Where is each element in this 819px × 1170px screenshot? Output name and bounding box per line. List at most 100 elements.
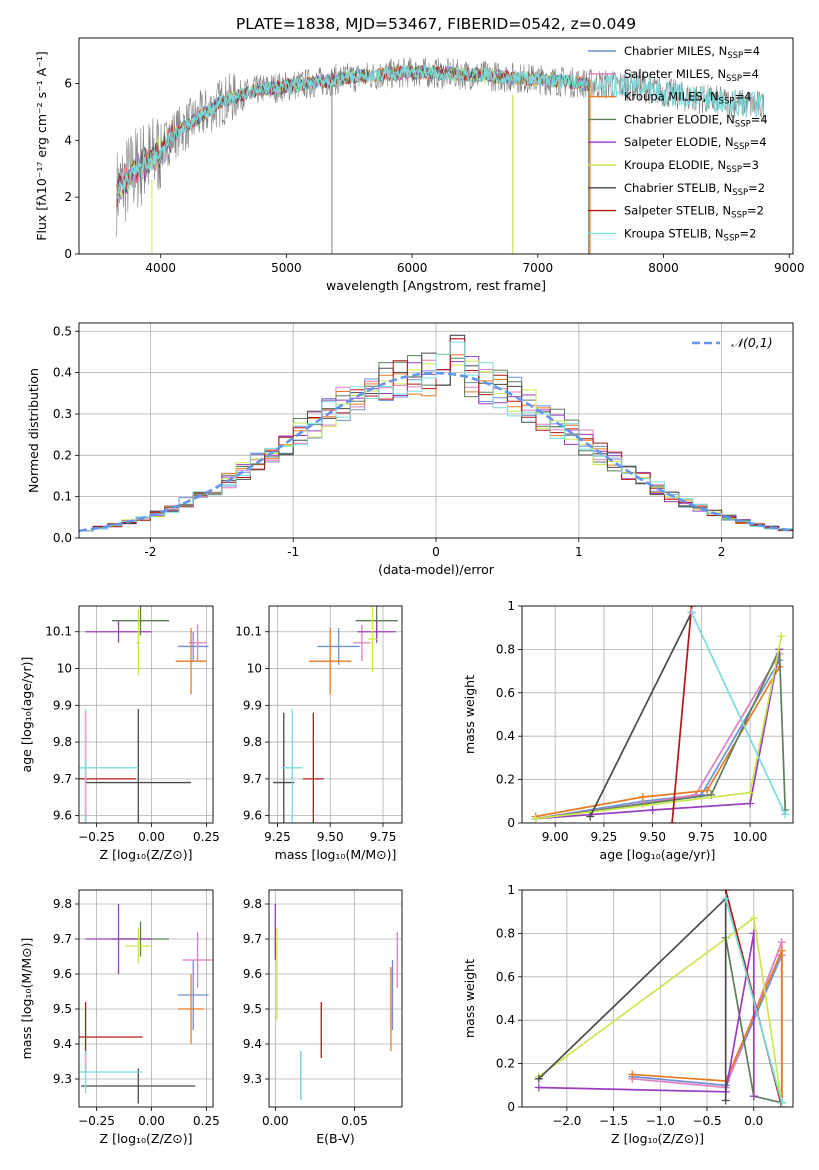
x-axis-label: E(B-V) bbox=[316, 1131, 355, 1146]
weight-line-kroupa_stelib bbox=[690, 612, 786, 815]
legend-label-salpeter_elodie: Salpeter ELODIE, NSSP=4 bbox=[624, 135, 767, 152]
y-tick-label: 0.6 bbox=[496, 970, 515, 984]
y-tick-label: 9.4 bbox=[243, 1037, 262, 1051]
weight-marker-kroupa_miles bbox=[628, 1070, 637, 1079]
x-tick-label: -2 bbox=[144, 545, 156, 559]
y-tick-label: 1 bbox=[507, 883, 515, 897]
y-tick-label: 2 bbox=[64, 190, 72, 204]
y-tick-label: 9.8 bbox=[53, 735, 72, 749]
x-tick-label: −0.25 bbox=[78, 1114, 115, 1128]
y-tick-label: 0 bbox=[507, 816, 515, 830]
y-tick-label: 9.5 bbox=[53, 1002, 72, 1016]
legend-label-val: =4 bbox=[750, 135, 767, 149]
x-axis-label: wavelength [Angstrom, rest frame] bbox=[326, 278, 546, 293]
weight-marker-kroupa_stelib bbox=[721, 894, 730, 903]
legend-label-val: =4 bbox=[734, 90, 751, 104]
weight-line-salpeter_stelib bbox=[671, 606, 693, 823]
weight-marker-salpeter_elodie bbox=[749, 1092, 758, 1101]
weight-line-chabrier_stelib bbox=[589, 612, 693, 817]
legend-label-sub: SSP bbox=[724, 233, 740, 243]
residuals-plot-area bbox=[79, 323, 793, 538]
x-tick-label: 9.00 bbox=[542, 830, 569, 844]
legend-label-sub: SSP bbox=[726, 74, 742, 84]
y-tick-label: 10.1 bbox=[235, 625, 262, 639]
x-tick-label: −0.25 bbox=[78, 830, 115, 844]
plots-layer: 4000 5000 6000 7000 8000 9000 0 2 4 6 wavelength [… bbox=[19, 37, 805, 1146]
y-tick-label: 4 bbox=[64, 133, 72, 147]
legend-label-base: Chabrier STELIB, N bbox=[624, 181, 732, 195]
weight-marker-kroupa_elodie bbox=[531, 814, 540, 823]
x-tick-label: 0.25 bbox=[193, 830, 220, 844]
weight-line-salpeter_elodie bbox=[535, 649, 781, 820]
y-axis-label: mass weight bbox=[462, 959, 477, 1038]
y-tick-label: 9.8 bbox=[53, 897, 72, 911]
legend-label-kroupa_elodie: Kroupa ELODIE, NSSP=3 bbox=[624, 158, 759, 175]
legend-label-base: Kroupa STELIB, N bbox=[624, 226, 724, 240]
legend-label-sub: SSP bbox=[719, 97, 735, 107]
axes-frame bbox=[268, 889, 403, 1108]
weight_vs_age-plot-area bbox=[522, 606, 793, 823]
y-tick-label: 10 bbox=[57, 662, 72, 676]
x-tick-label: −0.5 bbox=[692, 1114, 721, 1128]
weight-line-chabrier_elodie bbox=[535, 649, 787, 820]
y-tick-label: 9.8 bbox=[243, 897, 262, 911]
age_vs_Z-plot-area bbox=[79, 606, 213, 823]
y-axis-label: Normed distribution bbox=[26, 368, 41, 493]
axes-frame bbox=[78, 37, 794, 255]
legend-label-val: =4 bbox=[742, 67, 759, 81]
y-tick-label: 0.8 bbox=[496, 642, 515, 656]
x-tick-label: 1 bbox=[575, 545, 583, 559]
x-tick-label: 9.75 bbox=[688, 830, 715, 844]
age_vs_mass-plot-area bbox=[269, 606, 402, 823]
y-axis-label: mass weight bbox=[462, 675, 477, 754]
y-tick-label: 0.3 bbox=[53, 407, 72, 421]
y-tick-label: 9.9 bbox=[243, 698, 262, 712]
x-tick-label: 9000 bbox=[774, 261, 805, 275]
y-tick-label: 9.8 bbox=[243, 735, 262, 749]
x-tick-label: 6000 bbox=[397, 261, 428, 275]
weight-marker-kroupa_miles bbox=[703, 786, 712, 795]
legend-label-salpeter_stelib: Salpeter STELIB, NSSP=2 bbox=[624, 204, 764, 221]
x-tick-label: 0.00 bbox=[138, 830, 165, 844]
x-tick-label: 0 bbox=[432, 545, 440, 559]
legend-label-kroupa_miles: Kroupa MILES, NSSP=4 bbox=[624, 90, 751, 107]
x-axis-label: Z [log₁₀(Z/Z⊙)] bbox=[611, 1131, 704, 1146]
x-axis-label: age [log₁₀(age/yr)] bbox=[600, 847, 716, 862]
weight-marker-kroupa_stelib bbox=[781, 810, 790, 819]
legend-label-sub: SSP bbox=[726, 165, 742, 175]
x-tick-label: −2.0 bbox=[552, 1114, 581, 1128]
x-tick-label: 9.50 bbox=[639, 830, 666, 844]
y-tick-label: 6 bbox=[64, 76, 72, 90]
x-tick-label: 2 bbox=[718, 545, 726, 559]
legend-label-base: Salpeter STELIB, N bbox=[624, 204, 731, 218]
legend-label-val: =2 bbox=[748, 181, 765, 195]
x-tick-label: 5000 bbox=[271, 261, 302, 275]
weight-marker-kroupa_elodie bbox=[749, 914, 758, 923]
weight-marker-salpeter_elodie bbox=[648, 805, 657, 814]
weight-marker-salpeter_elodie bbox=[534, 1083, 543, 1092]
legend-label-normal: 𝒩(0,1) bbox=[731, 335, 773, 350]
y-axis-label: age [log₁₀(age/yr)] bbox=[19, 657, 34, 773]
figure-title: PLATE=1838, MJD=53467, FIBERID=0542, z=0… bbox=[236, 15, 636, 33]
y-tick-label: 9.3 bbox=[243, 1072, 262, 1086]
axes-frame bbox=[78, 889, 214, 1108]
y-tick-label: 9.6 bbox=[243, 967, 262, 981]
weight-marker-kroupa_stelib bbox=[687, 608, 696, 617]
y-axis-label: Flux [fλ10⁻¹⁷ erg cm⁻² s⁻¹ A⁻¹] bbox=[34, 51, 49, 240]
y-tick-label: 9.7 bbox=[53, 932, 72, 946]
x-tick-label: 10.00 bbox=[733, 830, 767, 844]
legend-label-sub: SSP bbox=[732, 188, 748, 198]
weight-marker-chabrier_stelib bbox=[534, 1074, 543, 1083]
y-tick-label: 0.2 bbox=[496, 773, 515, 787]
x-tick-label: 9.25 bbox=[264, 830, 291, 844]
weight-marker-kroupa_miles bbox=[777, 946, 786, 955]
y-tick-label: 0.5 bbox=[53, 324, 72, 338]
y-tick-label: 0 bbox=[507, 1100, 515, 1114]
weight-marker-salpeter_miles bbox=[777, 938, 786, 947]
model-line-kroupa-stelib-extended bbox=[116, 64, 764, 199]
weight-marker-salpeter_elodie bbox=[746, 799, 755, 808]
axes-frame bbox=[521, 889, 794, 1108]
y-tick-label: 9.4 bbox=[53, 1037, 72, 1051]
axes-frame bbox=[78, 322, 794, 539]
